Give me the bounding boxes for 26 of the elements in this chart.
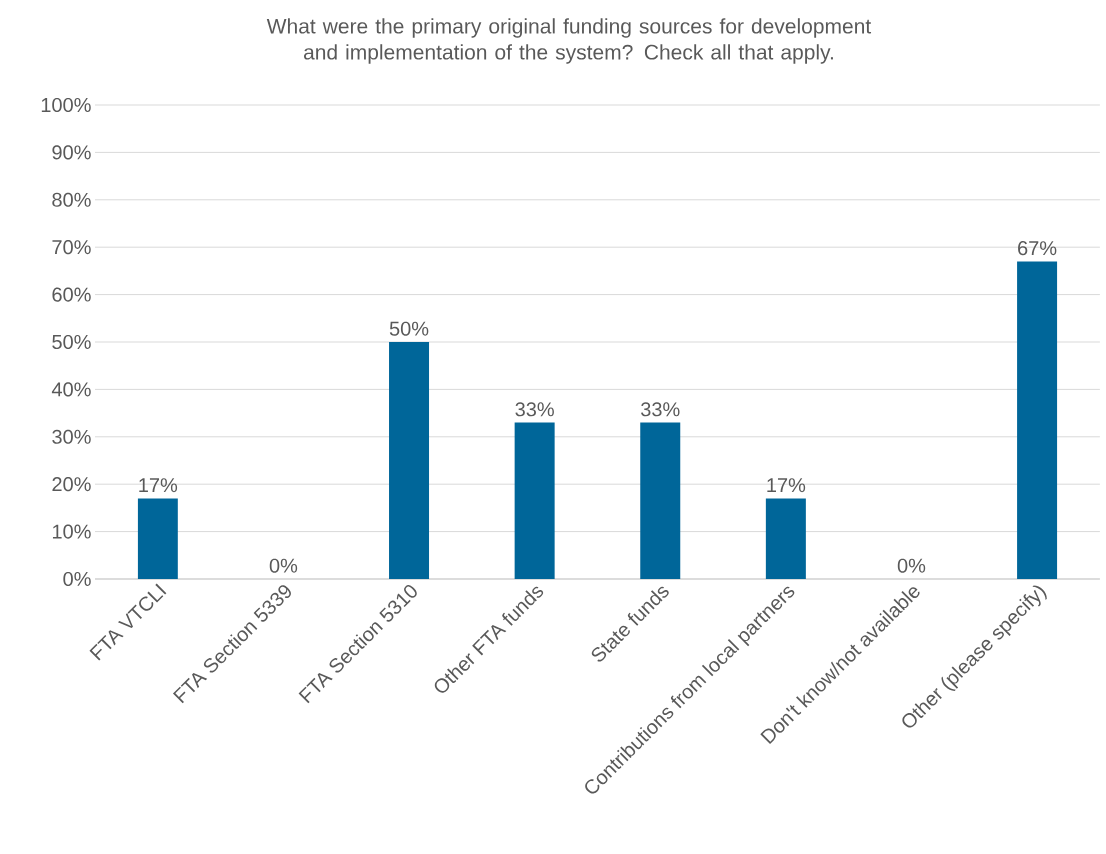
- data-label: 17%: [767, 478, 806, 493]
- data-label: 50%: [389, 321, 429, 336]
- bar: [765, 498, 806, 579]
- bar: [389, 341, 430, 579]
- data-label: 17%: [139, 478, 178, 493]
- bar: [1017, 261, 1058, 579]
- bar: [514, 422, 555, 579]
- y-tick-label: 40%: [51, 382, 91, 397]
- data-label: 0%: [897, 558, 926, 573]
- y-tick-label: 10%: [52, 524, 91, 539]
- y-tick-label: 100%: [41, 97, 91, 113]
- bar: [137, 498, 178, 579]
- chart-title: What were the primary original funding sources for development and implementation of the system? Check all that apply.: [266, 18, 872, 64]
- data-label: 33%: [641, 402, 680, 417]
- y-tick-label: 50%: [52, 334, 91, 350]
- y-tick-label: 0%: [63, 571, 91, 587]
- bar: [640, 422, 681, 579]
- y-tick-label: 20%: [52, 477, 91, 492]
- y-tick-label: 60%: [52, 287, 91, 302]
- y-tick-label: 70%: [52, 240, 91, 255]
- data-label: 0%: [269, 558, 298, 573]
- y-tick-label: 30%: [52, 429, 91, 444]
- y-tick-label: 90%: [52, 145, 91, 160]
- y-tick-label: 80%: [52, 192, 91, 207]
- data-label: 33%: [515, 402, 554, 417]
- data-label: 67%: [1018, 241, 1057, 256]
